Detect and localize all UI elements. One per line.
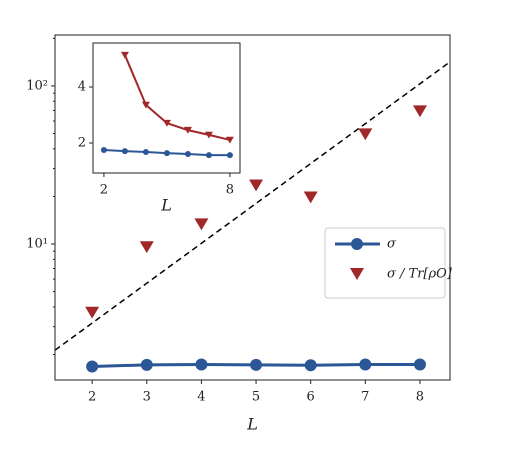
marker xyxy=(359,358,372,371)
legend-label: σ xyxy=(387,237,397,252)
y-tick-label: 10¹ xyxy=(26,237,48,252)
marker xyxy=(249,179,264,192)
marker xyxy=(120,51,129,59)
legend-marker xyxy=(350,268,364,280)
x-tick-label: 8 xyxy=(416,390,424,405)
marker xyxy=(183,126,192,134)
x-tick-label: 7 xyxy=(361,390,369,405)
marker xyxy=(303,191,318,204)
y-tick-label: 4 xyxy=(78,79,86,94)
x-tick-label: 8 xyxy=(226,183,234,198)
marker xyxy=(162,119,171,127)
series-line xyxy=(123,54,231,141)
marker xyxy=(358,128,373,141)
marker xyxy=(140,358,153,371)
x-axis-label: L xyxy=(246,415,258,434)
marker xyxy=(304,359,317,372)
x-tick-label: 3 xyxy=(143,390,151,405)
marker xyxy=(142,148,149,155)
marker xyxy=(250,358,263,371)
x-tick-label: 2 xyxy=(100,183,108,198)
marker xyxy=(85,306,100,319)
marker xyxy=(225,136,234,144)
y-tick-label: 10² xyxy=(26,78,48,93)
fit-line xyxy=(54,61,451,351)
legend-box xyxy=(324,227,446,299)
marker xyxy=(204,131,213,139)
x-tick-label: 5 xyxy=(252,390,260,405)
marker xyxy=(86,360,99,373)
y-tick-label: 2 xyxy=(78,136,86,151)
marker xyxy=(194,218,209,231)
x-tick-label: 6 xyxy=(307,390,315,405)
marker xyxy=(141,101,150,109)
marker xyxy=(226,152,233,159)
x-tick-label: 2 xyxy=(88,390,96,405)
marker xyxy=(163,150,170,157)
legend-marker xyxy=(351,238,363,250)
x-tick-label: 4 xyxy=(197,390,205,405)
marker xyxy=(413,358,426,371)
marker xyxy=(184,150,191,157)
marker xyxy=(195,358,208,371)
marker xyxy=(412,105,427,118)
legend-label: σ / Tr[ρO] xyxy=(387,267,453,282)
marker xyxy=(205,152,212,159)
marker xyxy=(121,148,128,155)
plot-frame xyxy=(92,42,241,174)
marker xyxy=(139,241,154,254)
x-axis-label: L xyxy=(160,196,172,215)
plot-frame xyxy=(54,34,451,381)
marker xyxy=(100,147,107,154)
